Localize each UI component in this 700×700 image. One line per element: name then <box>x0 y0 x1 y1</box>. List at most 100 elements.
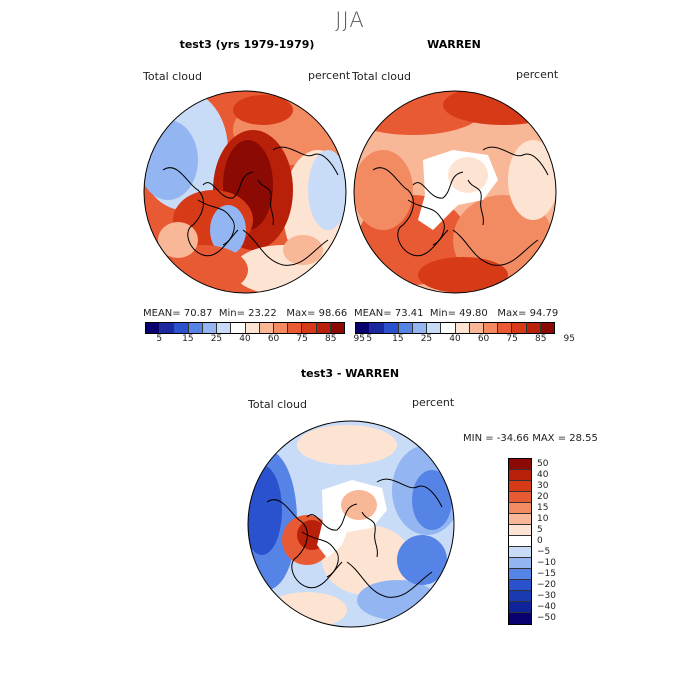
colorbar-swatch <box>509 569 531 580</box>
colorbar-swatch <box>231 323 246 333</box>
colorbar-swatch <box>509 547 531 558</box>
colorbar-swatch <box>509 481 531 492</box>
colorbar-tick-label: 25 <box>210 334 223 344</box>
colorbar-swatch <box>509 503 531 514</box>
right-variable-label: Total cloud <box>352 70 411 83</box>
right-max-value: 94.79 <box>529 308 559 319</box>
colorbar-tick-label: −10 <box>537 557 556 568</box>
colorbar-tick-label: 20 <box>537 491 549 502</box>
right-min-value: 49.80 <box>459 308 488 319</box>
colorbar-swatch <box>469 323 484 333</box>
colorbar-swatch <box>441 323 456 333</box>
colorbar-tick-label: 40 <box>449 334 461 344</box>
left-max-label: Max= <box>286 308 316 319</box>
left-max-value: 98.66 <box>318 308 348 319</box>
colorbar-tick-label: 5 <box>537 524 543 535</box>
page-title: JJA <box>335 8 365 32</box>
colorbar-tick-label: 40 <box>239 334 251 344</box>
right-colorbar-labels: 5 15 25 40 60 75 85 95 <box>355 334 575 346</box>
colorbar-swatch <box>384 323 399 333</box>
colorbar-tick-label: 60 <box>267 334 280 344</box>
right-colorbar: 5 15 25 40 60 75 85 95 <box>355 322 575 346</box>
colorbar-tick-label: 95 <box>353 334 366 344</box>
left-min-label: Min= <box>218 308 245 319</box>
colorbar-tick-label: 15 <box>392 334 404 344</box>
colorbar-swatch <box>509 613 531 624</box>
colorbar-swatch <box>509 591 531 602</box>
left-min-value: 23.22 <box>248 308 277 319</box>
colorbar-tick-label: 85 <box>534 334 547 344</box>
diff-colorbar-labels: 50 40 30 20 15 10 5 0 −5 −10 −15 −20 −30 −40 −50 <box>537 458 577 623</box>
colorbar-tick-label: 25 <box>420 334 433 344</box>
left-variable-label: Total cloud <box>143 70 202 83</box>
colorbar-swatch <box>160 323 175 333</box>
right-colorbar-swatches <box>355 322 555 334</box>
left-mean-value: 70.87 <box>183 308 213 319</box>
colorbar-tick-label: −5 <box>537 546 551 557</box>
colorbar-swatch <box>483 323 499 333</box>
colorbar-swatch <box>509 580 531 591</box>
colorbar-tick-label: 95 <box>563 334 576 344</box>
colorbar-swatch <box>509 492 531 503</box>
left-colorbar: 5 15 25 40 60 75 85 95 <box>145 322 365 346</box>
diff-variable-label: Total cloud <box>248 398 307 411</box>
colorbar-tick-label: 85 <box>324 334 337 344</box>
colorbar-tick-label: 10 <box>537 513 549 524</box>
colorbar-swatch <box>330 323 345 333</box>
left-colorbar-swatches <box>145 322 345 334</box>
colorbar-swatch <box>370 323 385 333</box>
colorbar-tick-label: −20 <box>537 579 556 590</box>
diff-units-label: percent <box>412 396 455 409</box>
colorbar-tick-label: 15 <box>182 334 194 344</box>
colorbar-swatch <box>455 323 470 333</box>
colorbar-swatch <box>512 323 527 333</box>
colorbar-swatch <box>302 323 317 333</box>
diff-panel-title: test3 - WARREN <box>300 367 400 380</box>
colorbar-swatch <box>509 470 531 481</box>
colorbar-swatch <box>509 602 531 613</box>
colorbar-swatch <box>188 323 203 333</box>
right-min-label: Min= <box>429 308 456 319</box>
right-panel-title: WARREN <box>427 38 481 51</box>
colorbar-swatch <box>174 323 189 333</box>
right-max-label: Max= <box>497 308 527 319</box>
colorbar-swatch <box>398 323 413 333</box>
colorbar-tick-label: 15 <box>537 502 549 513</box>
colorbar-swatch <box>509 514 531 525</box>
colorbar-tick-label: 5 <box>156 334 163 344</box>
colorbar-tick-label: 40 <box>537 469 549 480</box>
left-map <box>143 90 347 294</box>
colorbar-tick-label: 50 <box>537 458 549 469</box>
colorbar-swatch <box>412 323 428 333</box>
colorbar-swatch <box>202 323 218 333</box>
colorbar-swatch <box>540 323 555 333</box>
colorbar-swatch <box>526 323 541 333</box>
colorbar-tick-label: 60 <box>477 334 490 344</box>
right-mean-label: MEAN= <box>354 308 392 319</box>
colorbar-swatch <box>259 323 274 333</box>
colorbar-swatch <box>509 459 531 470</box>
diff-map <box>247 420 455 628</box>
colorbar-tick-label: 5 <box>366 334 373 344</box>
left-units-label: percent <box>308 69 351 82</box>
colorbar-swatch <box>316 323 331 333</box>
diff-colorbar <box>508 458 532 625</box>
colorbar-swatch <box>509 558 531 569</box>
right-map <box>353 90 557 294</box>
colorbar-tick-label: −40 <box>537 601 556 612</box>
colorbar-swatch <box>217 323 232 333</box>
colorbar-swatch <box>509 525 531 536</box>
colorbar-swatch <box>273 323 289 333</box>
colorbar-tick-label: −15 <box>537 568 556 579</box>
colorbar-swatch <box>146 323 161 333</box>
colorbar-tick-label: −50 <box>537 612 556 623</box>
colorbar-tick-label: 75 <box>296 334 308 344</box>
colorbar-swatch <box>509 536 531 547</box>
colorbar-swatch <box>245 323 260 333</box>
colorbar-tick-label: −30 <box>537 590 556 601</box>
colorbar-swatch <box>288 323 303 333</box>
diff-minmax: MIN = -34.66 MAX = 28.55 <box>463 433 598 444</box>
colorbar-swatch <box>356 323 371 333</box>
left-panel-title: test3 (yrs 1979-1979) <box>179 38 315 51</box>
diff-colorbar-swatches <box>508 458 532 625</box>
